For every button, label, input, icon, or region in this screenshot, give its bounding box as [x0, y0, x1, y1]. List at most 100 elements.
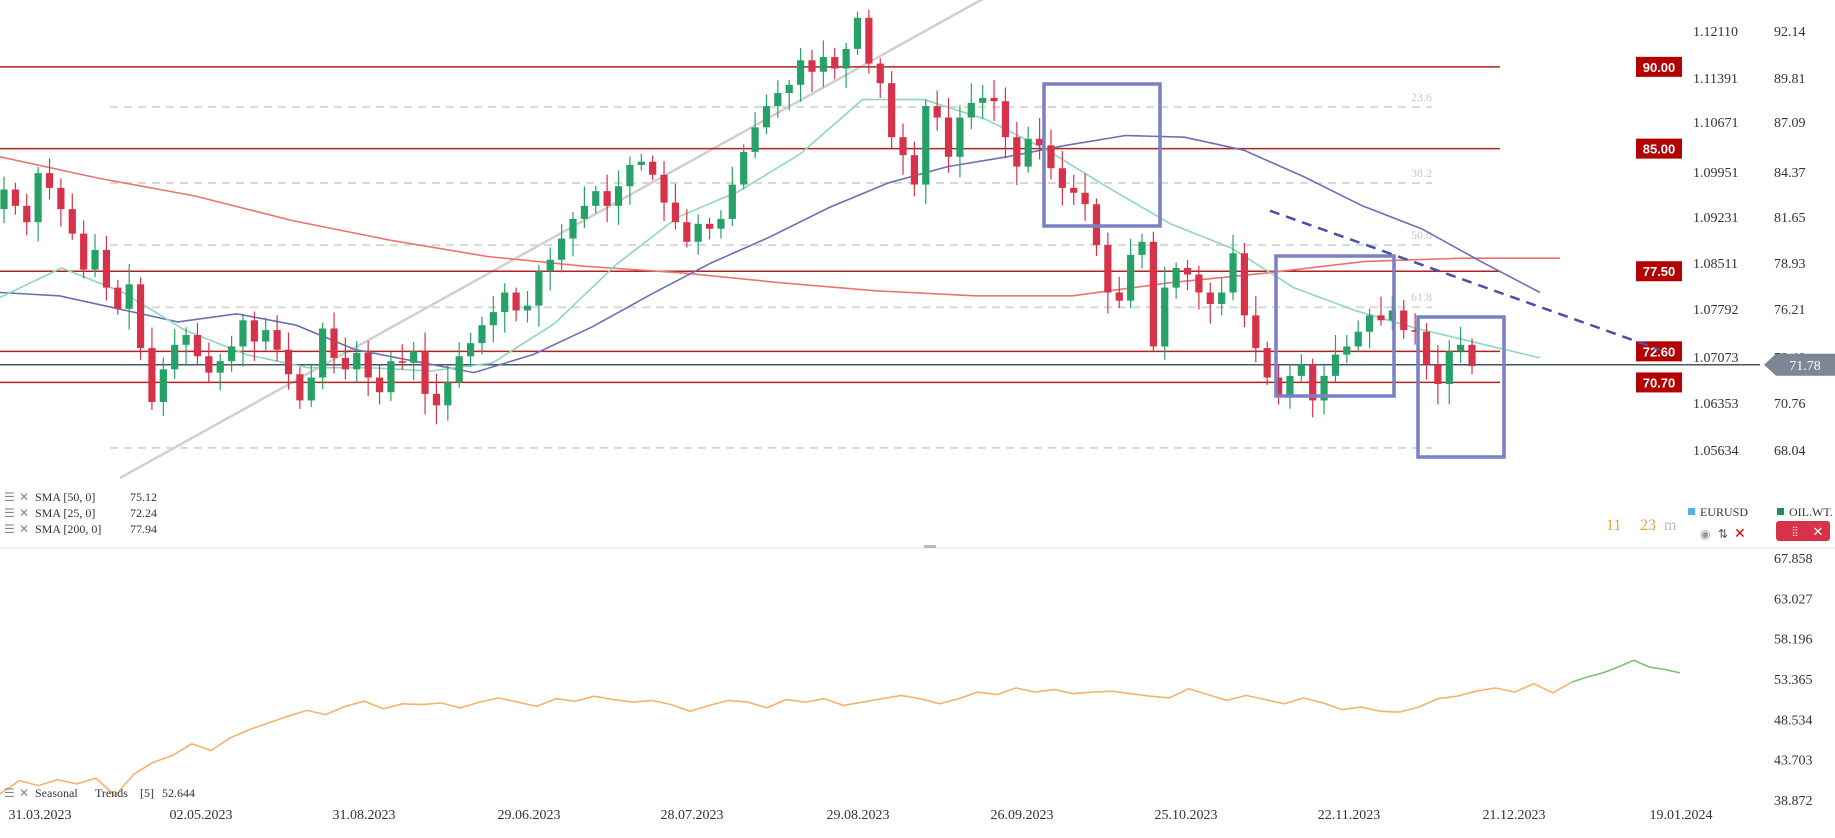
legend-swatch: [1777, 508, 1784, 515]
candle: [683, 222, 691, 242]
candle: [216, 361, 224, 373]
highlight-box: [1042, 82, 1162, 228]
candle: [1252, 315, 1260, 349]
seasonal-axis-tick: 38.872: [1774, 794, 1813, 809]
candle: [364, 352, 372, 378]
candle: [1183, 267, 1192, 275]
candle: [535, 271, 543, 306]
candle: [1024, 138, 1032, 167]
candle: [979, 97, 987, 103]
candle: [80, 233, 88, 270]
candle: [660, 174, 668, 203]
candle: [1354, 331, 1362, 347]
x-axis-tick: 31.03.2023: [9, 808, 72, 823]
left-axis-tick: 1.07073: [1693, 351, 1739, 366]
candle: [466, 343, 475, 357]
candle: [1240, 253, 1249, 316]
candle: [1400, 310, 1408, 331]
current-price-tag: [1764, 353, 1835, 376]
candle: [239, 320, 247, 347]
candle: [410, 351, 418, 363]
candle: [1274, 377, 1283, 396]
candle: [1149, 241, 1157, 347]
candle: [1309, 364, 1317, 401]
seasonal-axis-tick: 43.703: [1774, 754, 1813, 769]
candle: [762, 106, 771, 128]
candle: [11, 189, 19, 206]
candle: [1366, 315, 1374, 332]
remove-icon: ✕: [19, 522, 29, 536]
list-icon: ☰: [4, 522, 15, 536]
candle: [125, 284, 133, 309]
seasonal-axis-tick: 48.534: [1774, 713, 1813, 728]
candle: [592, 191, 600, 206]
candle: [831, 57, 839, 69]
indicator-name: SMA [200, 0]: [35, 522, 101, 536]
indicator-value: 72.24: [130, 506, 157, 520]
candle: [853, 17, 862, 49]
seasonal-value: 52.644: [162, 786, 195, 800]
right-axis-tick: 84.37: [1774, 166, 1806, 181]
list-icon: ☰: [4, 506, 15, 520]
candle: [273, 330, 281, 350]
candle: [1457, 344, 1465, 352]
candle: [956, 117, 964, 157]
seasonal-axis-tick: 53.365: [1774, 673, 1813, 688]
candle: [45, 173, 54, 188]
candle: [1104, 245, 1112, 293]
left-axis-tick: 1.05634: [1693, 444, 1739, 459]
candle: [1297, 364, 1305, 376]
level-tag: [1636, 261, 1682, 282]
candle: [1206, 292, 1214, 304]
candle: [182, 335, 190, 345]
right-axis-tick: 89.81: [1774, 72, 1806, 87]
candle: [819, 57, 827, 72]
candle: [728, 184, 736, 219]
candle: [626, 164, 634, 187]
candle: [1468, 344, 1476, 367]
fib-label: 61.8: [1411, 290, 1432, 304]
candle: [193, 335, 202, 357]
legend-label: OIL.WT.: [1789, 505, 1833, 519]
candle: [159, 369, 167, 403]
sma-50-line: [0, 134, 1541, 374]
eye-icon: ◉: [1700, 527, 1710, 541]
candle: [1013, 137, 1021, 167]
candle: [990, 97, 998, 102]
candle: [797, 60, 805, 85]
candle: [603, 191, 611, 206]
candle: [614, 186, 623, 206]
highlight-box: [1274, 254, 1396, 398]
candle: [1115, 292, 1123, 301]
left-axis-tick: 1.07792: [1693, 303, 1739, 318]
candle: [284, 349, 293, 375]
candle: [296, 374, 304, 401]
candle: [808, 60, 816, 72]
seasonal-name: Seasonal: [35, 786, 78, 800]
candle: [933, 106, 941, 118]
candle: [876, 63, 884, 84]
candle: [341, 357, 349, 370]
sma-200-line: [0, 156, 1560, 297]
candle: [1320, 375, 1328, 401]
level-label: 90.00: [1643, 60, 1676, 75]
seasonal-params: [5]: [140, 786, 154, 800]
seasonal-axis-tick: 63.027: [1774, 592, 1813, 607]
candle: [842, 48, 850, 69]
candle: [57, 187, 65, 210]
candle: [1331, 354, 1340, 376]
candle: [489, 312, 497, 326]
x-axis-tick: 28.07.2023: [661, 808, 724, 823]
candle: [705, 223, 714, 229]
candle: [1195, 274, 1203, 293]
left-axis-tick: 1.11391: [1693, 72, 1738, 87]
right-axis-tick: 87.09: [1774, 116, 1806, 131]
candle: [785, 84, 793, 94]
candle: [136, 284, 145, 349]
candle: [888, 83, 896, 138]
candle: [228, 346, 236, 362]
right-axis-tick: 70.76: [1774, 397, 1806, 412]
remove-icon: ✕: [19, 506, 29, 520]
